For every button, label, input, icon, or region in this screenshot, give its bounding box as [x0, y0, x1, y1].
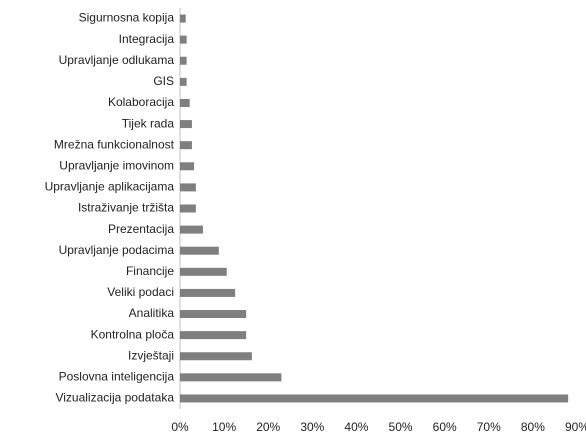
y-tick-label: Upravljanje podacima: [59, 243, 175, 257]
y-tick-label: Kontrolna ploča: [91, 327, 175, 341]
y-tick-label: Analitika: [129, 306, 175, 320]
bar: [180, 162, 195, 171]
bar: [180, 204, 196, 213]
x-tick-label: 70%: [477, 420, 501, 434]
y-tick-label: Upravljanje odlukama: [59, 53, 175, 67]
bar: [180, 394, 569, 403]
x-tick-label: 50%: [389, 420, 413, 434]
y-tick-label: Izvještaji: [128, 348, 174, 362]
y-tick-label: Sigurnosna kopija: [79, 11, 175, 25]
y-tick-label: Kolaboracija: [108, 95, 174, 109]
bar: [180, 120, 192, 129]
bar: [180, 98, 190, 107]
x-tick-label: 0%: [171, 420, 189, 434]
y-tick-label: Istraživanje tržišta: [78, 201, 174, 215]
bar: [180, 246, 219, 255]
bar: [180, 267, 227, 276]
bar: [180, 331, 247, 340]
bar: [180, 35, 187, 44]
y-tick-label: Veliki podaci: [107, 285, 174, 299]
y-tick-label: Upravljanje imovinom: [59, 158, 174, 172]
y-tick-label: Prezentacija: [108, 222, 174, 236]
y-tick-label: Upravljanje aplikacijama: [45, 180, 175, 194]
y-tick-label: Vizualizacija podataka: [55, 391, 174, 405]
y-tick-label: Poslovna inteligencija: [59, 370, 175, 384]
bar: [180, 56, 187, 65]
y-tick-label: Tijek rada: [122, 116, 175, 130]
bar: [180, 352, 252, 361]
bar: [180, 141, 192, 150]
bar: [180, 14, 186, 23]
bar: [180, 288, 236, 297]
y-tick-label: GIS: [153, 74, 174, 88]
bar: [180, 183, 196, 192]
x-tick-label: 90%: [565, 420, 586, 434]
bar: [180, 310, 247, 319]
x-tick-label: 20%: [256, 420, 280, 434]
x-tick-label: 80%: [521, 420, 545, 434]
x-tick-label: 40%: [344, 420, 368, 434]
y-tick-label: Mrežna funkcionalnost: [54, 137, 175, 151]
x-tick-label: 10%: [212, 420, 236, 434]
x-tick-label: 60%: [433, 420, 457, 434]
y-tick-label: Financije: [126, 264, 174, 278]
x-tick-label: 30%: [300, 420, 324, 434]
bar: [180, 225, 203, 234]
bar: [180, 373, 282, 382]
y-tick-label: Integracija: [119, 32, 175, 46]
bar: [180, 77, 187, 86]
